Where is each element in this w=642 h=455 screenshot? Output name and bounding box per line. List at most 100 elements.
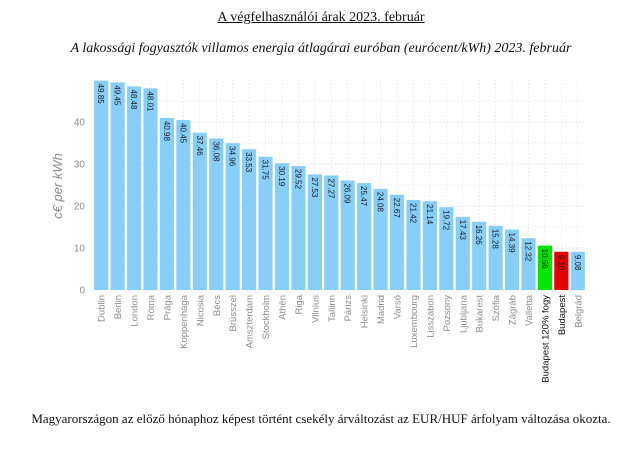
bar-value-label: 9.10 — [556, 255, 565, 271]
bar — [340, 180, 355, 290]
category-label: Nicosia — [195, 294, 206, 326]
chart-title: A lakossági fogyasztók villamos energia … — [70, 41, 572, 56]
bar-value-label: 25.47 — [359, 186, 368, 207]
bar — [439, 207, 454, 290]
bar — [357, 183, 372, 290]
bar-value-label: 24.08 — [376, 192, 385, 213]
category-label: Budapest — [557, 295, 568, 336]
bar-value-label: 12.32 — [523, 241, 532, 262]
category-label: Koppenhága — [179, 294, 190, 349]
value-labels: 49.85 49.45 48.48 48.01 40.98 40.45 37.46 36.08… — [96, 84, 582, 271]
bar — [389, 194, 405, 290]
bar-value-label: 49.85 — [96, 84, 105, 105]
bar — [291, 166, 306, 290]
bar-chart: 0 10 20 30 40 c€ per kWh 49.85 49.45 48.48 48.0… — [50, 80, 586, 383]
category-label: Szófia — [491, 294, 502, 321]
bar — [521, 238, 536, 290]
category-label: Berlin — [113, 295, 124, 319]
bar-value-label: 19.72 — [441, 210, 450, 231]
category-label: Bécs — [212, 295, 223, 316]
bar-value-label: 27.53 — [310, 177, 319, 198]
category-label: Amszterdam — [245, 295, 256, 348]
bar-value-label: 37.46 — [195, 136, 204, 157]
bar — [209, 138, 224, 290]
bar — [455, 216, 470, 290]
category-label: Helsinki — [360, 295, 371, 328]
bar-value-label: 27.27 — [326, 178, 335, 199]
bar — [94, 80, 109, 290]
bar — [143, 88, 158, 290]
category-label: Riga — [294, 294, 305, 314]
y-axis-ticks: 0 10 20 30 40 — [74, 118, 86, 297]
bar-value-label: 34.96 — [228, 146, 237, 167]
bars — [94, 80, 585, 290]
y-axis-label: c€ per kWh — [50, 153, 65, 219]
category-label: Pozsony — [442, 295, 453, 332]
bar-value-label: 29.52 — [293, 169, 302, 190]
bar-value-label: 48.48 — [129, 89, 138, 110]
page-heading: A végfelhasználói árak 2023. február — [217, 10, 425, 25]
category-label: Prága — [162, 294, 173, 320]
bar — [192, 132, 207, 290]
bar — [488, 225, 503, 290]
bar — [554, 251, 569, 290]
bar-value-label: 49.45 — [113, 85, 122, 106]
bar-value-label: 30.19 — [277, 166, 286, 187]
category-label: London — [130, 295, 141, 327]
category-labels: Dublin Berlin London Róma Prága Koppenhága Nic… — [97, 294, 585, 382]
bar — [110, 82, 125, 290]
bar-value-label: 9.08 — [573, 255, 582, 271]
category-label: Athén — [277, 295, 288, 320]
bar — [406, 200, 421, 290]
bar — [472, 221, 487, 290]
bar — [258, 156, 273, 290]
bar-value-label: 33.53 — [244, 152, 253, 173]
category-label: Lisszabon — [425, 295, 436, 338]
category-label: Varsó — [393, 295, 404, 319]
category-label: Budapest 120% fogy — [540, 295, 551, 383]
bar-value-label: 16.26 — [474, 225, 483, 246]
bar-value-label: 36.08 — [211, 141, 220, 162]
category-label: Bukarest — [475, 295, 486, 333]
bar — [570, 251, 585, 290]
category-label: Dublin — [97, 295, 108, 322]
footnote: Magyarországon az előző hónaphoz képest … — [31, 411, 611, 426]
category-label: Madrid — [376, 295, 387, 324]
bar-value-label: 10.56 — [540, 249, 549, 270]
category-label: Tallinn — [327, 295, 338, 322]
category-label: Valletta — [524, 294, 535, 326]
bar — [225, 143, 240, 290]
bar — [324, 175, 339, 290]
category-label: Stockholm — [261, 295, 272, 339]
bar — [127, 86, 142, 290]
bar — [274, 163, 290, 290]
bar — [159, 117, 175, 290]
bar — [504, 229, 520, 290]
category-label: Vilnius — [310, 295, 321, 323]
bar-value-label: 21.14 — [425, 204, 434, 225]
bar — [422, 201, 437, 290]
y-tick-label: 0 — [79, 286, 85, 297]
y-tick-label: 20 — [74, 202, 86, 213]
bar — [537, 245, 552, 290]
category-label: Párizs — [343, 295, 354, 322]
category-label: Luxembourg — [409, 295, 420, 348]
bar-value-label: 40.45 — [178, 123, 187, 144]
bar-value-label: 15.28 — [491, 229, 500, 250]
bar-value-label: 14.39 — [507, 233, 516, 254]
bar-value-label: 26.09 — [343, 183, 352, 204]
bar-value-label: 48.01 — [146, 91, 155, 112]
y-tick-label: 10 — [74, 244, 86, 255]
y-tick-label: 40 — [74, 118, 86, 129]
category-label: Brüsszel — [228, 295, 239, 331]
bar — [176, 120, 191, 290]
bar — [307, 174, 322, 290]
bar — [373, 188, 388, 290]
category-label: Róma — [146, 294, 157, 320]
bar-value-label: 22.67 — [392, 198, 401, 219]
bar-value-label: 40.98 — [162, 121, 171, 142]
category-label: Ljubljana — [458, 294, 469, 333]
category-label: Zágráb — [508, 295, 519, 325]
bar-value-label: 21.42 — [408, 203, 417, 224]
category-label: Belgrád — [573, 295, 584, 328]
